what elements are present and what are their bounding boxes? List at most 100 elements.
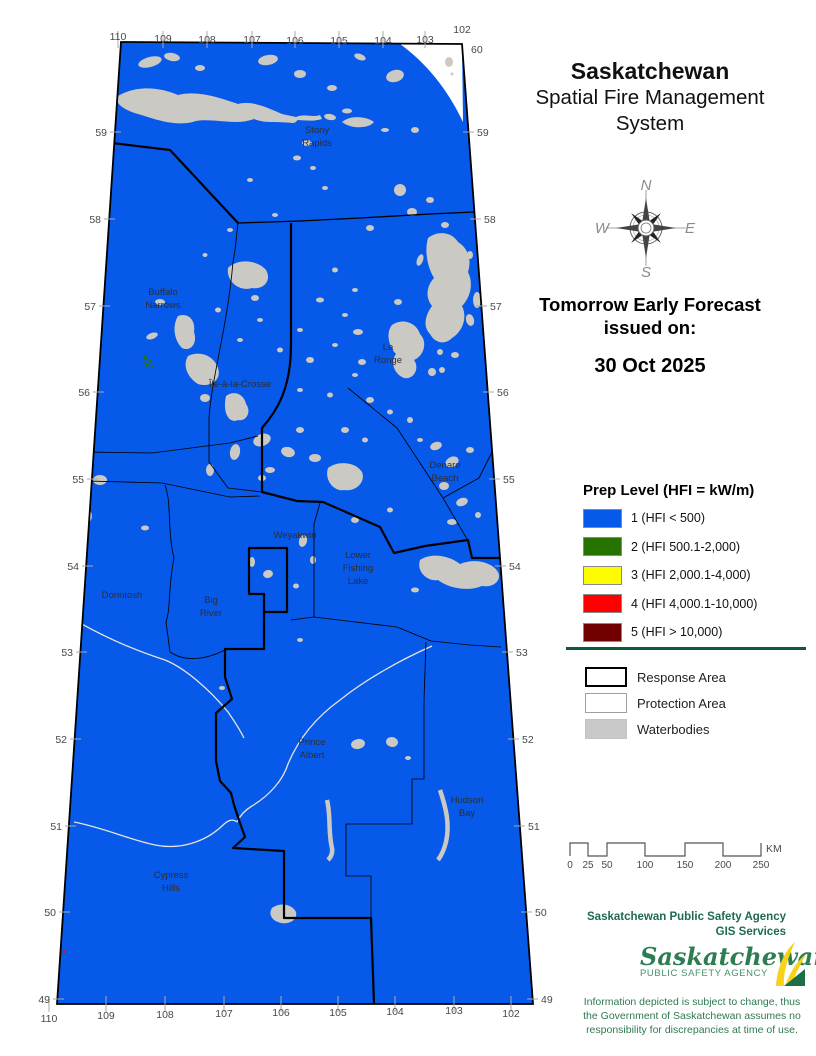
svg-text:52: 52 [55, 734, 67, 746]
svg-text:50: 50 [44, 907, 56, 919]
svg-text:Bay: Bay [459, 808, 476, 819]
place-labels: Stony Rapids Buffalo Narrows Île-à-la-Cr… [102, 125, 484, 894]
svg-text:53: 53 [61, 647, 73, 659]
svg-text:50: 50 [601, 860, 613, 871]
svg-text:Rapids: Rapids [302, 138, 332, 149]
svg-text:250: 250 [753, 860, 770, 871]
ne-notch-lake [445, 57, 453, 67]
province-fill [57, 42, 533, 1004]
svg-text:108: 108 [198, 34, 216, 46]
waterbodies [84, 52, 510, 924]
svg-text:200: 200 [715, 860, 732, 871]
map-neatline [56, 41, 534, 1005]
prep-1-swatch [583, 508, 622, 528]
svg-text:105: 105 [330, 35, 348, 47]
prep-legend-item-5: 5 (HFI > 10,000) [583, 618, 813, 647]
place-label-big-river: Big [204, 595, 218, 606]
prep-legend-item-1: 1 (HFI < 500) [583, 504, 813, 533]
svg-text:Beach: Beach [432, 473, 459, 484]
wheat-flourish-icon [776, 942, 806, 986]
agency-header: Saskatchewan Public Safety Agency GIS Se… [556, 910, 786, 940]
scale-unit-label: KM [766, 843, 782, 855]
svg-text:57: 57 [84, 301, 96, 313]
prep-2-swatch [583, 537, 622, 557]
place-label-hudson-bay: Hudson [451, 795, 484, 806]
svg-text:River: River [200, 608, 222, 619]
svg-text:Ronge: Ronge [374, 355, 402, 366]
waterbodies-swatch [585, 719, 627, 739]
waterbodies-item: Waterbodies [585, 716, 805, 742]
svg-text:109: 109 [154, 33, 172, 45]
svg-text:0: 0 [567, 860, 573, 871]
prep-5-swatch [583, 622, 622, 642]
svg-text:107: 107 [243, 34, 261, 46]
svg-text:106: 106 [272, 1007, 290, 1019]
saskatchewan-map: 110 109 108 107 106 105 104 103 102 110 … [38, 24, 553, 1025]
latitude-labels-right: 60 59 58 57 56 55 54 53 52 51 50 49 [471, 44, 553, 1006]
svg-text:103: 103 [445, 1005, 463, 1017]
svg-text:110: 110 [110, 31, 127, 43]
prep-level-legend: Prep Level (HFI = kW/m) 1 (HFI < 500) 2 … [583, 482, 813, 647]
prep-level-2-patch [142, 356, 154, 368]
legend-separator [566, 647, 806, 650]
svg-text:49: 49 [541, 994, 553, 1006]
response-area-item: Response Area [585, 664, 805, 690]
svg-text:55: 55 [72, 474, 84, 486]
place-label-la-ronge: La [383, 342, 394, 353]
svg-text:51: 51 [50, 821, 62, 833]
svg-text:Hills: Hills [162, 883, 180, 894]
svg-text:53: 53 [516, 647, 528, 659]
response-area-swatch [585, 667, 627, 687]
place-label-prince-albert: Prince [299, 737, 326, 748]
prep-3-swatch [583, 565, 622, 585]
forecast-block: Tomorrow Early Forecast issued on: 30 Oc… [505, 293, 795, 378]
rivers [73, 621, 433, 848]
place-label-denare-beach: Denare [429, 460, 460, 471]
disclaimer: Information depicted is subject to chang… [583, 996, 801, 1036]
longitude-labels-bottom: 110 109 108 107 106 105 104 103 102 [41, 1005, 520, 1025]
agency-name: Saskatchewan Public Safety Agency [587, 911, 786, 923]
svg-text:150: 150 [677, 860, 694, 871]
protection-area-item: Protection Area [585, 690, 805, 716]
svg-text:56: 56 [78, 387, 90, 399]
latitude-labels-left: 59 58 57 56 55 54 53 52 51 50 49 [38, 127, 107, 1006]
svg-text:52: 52 [522, 734, 534, 746]
svg-text:25: 25 [582, 860, 594, 871]
forecast-date: 30 Oct 2025 [594, 355, 706, 377]
narrow-lakes [324, 789, 450, 862]
svg-text:105: 105 [329, 1007, 347, 1019]
scale-bar: 0 25 50 100 150 200 250 KM [567, 842, 782, 871]
svg-text:102: 102 [453, 24, 471, 36]
ne-notch-lake-dot [450, 72, 454, 76]
svg-text:51: 51 [528, 821, 540, 833]
map-title: Saskatchewan Spatial Fire Management Sys… [498, 58, 802, 137]
prep-legend-item-2: 2 (HFI 500.1-2,000) [583, 533, 813, 562]
place-label-stony-rapids: Stony [305, 125, 330, 136]
prep-legend-item-3: 3 (HFI 2,000.1-4,000) [583, 561, 813, 590]
svg-text:107: 107 [215, 1008, 233, 1020]
svg-text:58: 58 [89, 214, 101, 226]
logo-subtitle: PUBLIC SAFETY AGENCY [640, 968, 768, 979]
compass-north-label: N [641, 177, 652, 194]
longitude-labels-top: 110 109 108 107 106 105 104 103 102 [110, 24, 471, 47]
protection-area-swatch [585, 693, 627, 713]
svg-text:Fishing: Fishing [343, 563, 374, 574]
area-legend: Response Area Protection Area Waterbodie… [585, 664, 805, 742]
svg-text:Albert: Albert [300, 750, 325, 761]
protection-area-boundaries [86, 222, 502, 918]
svg-text:104: 104 [374, 35, 392, 47]
forecast-subheading: issued on: [603, 317, 697, 338]
agency-logo: Saskatchewan PUBLIC SAFETY AGENCY [640, 942, 816, 994]
compass-south-label: S [641, 264, 651, 281]
forecast-heading: Tomorrow Early Forecast [539, 294, 761, 315]
svg-text:49: 49 [38, 994, 50, 1006]
svg-text:Narrows: Narrows [145, 300, 181, 311]
svg-text:57: 57 [490, 301, 502, 313]
place-label-lower-fishing-lake: Lower [345, 550, 371, 561]
graticule-ticks [48, 31, 538, 1012]
svg-text:102: 102 [502, 1008, 520, 1020]
place-label-dorintosh: Dorintosh [102, 590, 143, 601]
prep-legend-title: Prep Level (HFI = kW/m) [583, 482, 755, 499]
svg-text:55: 55 [503, 474, 515, 486]
title-line-3: System [615, 112, 685, 135]
